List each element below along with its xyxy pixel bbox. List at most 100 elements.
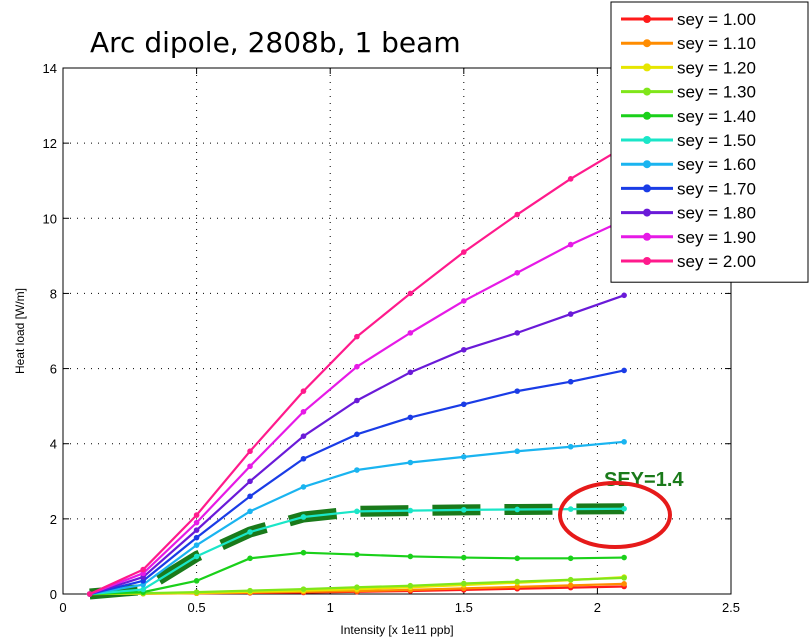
y-axis-label: Heat load [W/m]	[13, 288, 27, 374]
legend-label: sey = 1.50	[677, 131, 756, 150]
data-point	[567, 241, 574, 248]
data-point	[461, 554, 467, 561]
data-point	[86, 591, 93, 597]
legend-swatch-marker	[643, 208, 651, 217]
y-tick-label: 8	[50, 286, 57, 301]
data-point	[407, 459, 414, 466]
data-point	[567, 506, 574, 512]
y-tick-label: 14	[43, 61, 57, 76]
data-point	[193, 534, 200, 541]
legend-item: sey = 1.40	[621, 107, 756, 126]
series-layer	[86, 144, 627, 597]
data-point	[567, 311, 574, 317]
data-point	[193, 519, 200, 526]
data-point	[514, 211, 521, 218]
data-point	[514, 330, 521, 336]
series-sey-1-40	[86, 549, 627, 597]
legend-swatch-marker	[643, 160, 651, 169]
legend-label: sey = 1.20	[677, 58, 756, 77]
legend-item: sey = 1.50	[621, 131, 756, 150]
data-point	[247, 448, 253, 455]
legend-label: sey = 1.30	[677, 83, 756, 102]
data-point	[354, 431, 360, 438]
data-point	[354, 508, 360, 515]
data-point	[300, 586, 307, 592]
data-point	[621, 575, 627, 581]
data-point	[407, 507, 414, 514]
x-tick-label: 2	[594, 600, 601, 615]
legend-item: sey = 1.80	[621, 204, 756, 223]
legend-item: sey = 1.20	[621, 58, 756, 77]
legend-item: sey = 1.30	[621, 83, 756, 102]
data-point	[567, 378, 574, 385]
data-point	[140, 566, 146, 573]
data-point	[461, 401, 467, 408]
data-point	[514, 448, 521, 455]
x-tick-label: 1	[327, 600, 334, 615]
data-point	[193, 578, 200, 584]
data-point	[567, 555, 574, 562]
legend-swatch-marker	[643, 257, 651, 265]
data-point	[354, 363, 360, 370]
data-point	[514, 506, 521, 513]
legend-label: sey = 1.70	[677, 179, 756, 198]
data-point	[461, 454, 467, 460]
x-tick-label: 2.5	[722, 600, 740, 615]
data-point	[354, 333, 360, 340]
data-point	[514, 578, 521, 585]
data-point	[461, 298, 467, 304]
data-point	[300, 408, 307, 415]
data-point	[193, 553, 200, 560]
y-tick-label: 10	[43, 211, 57, 226]
data-point	[461, 346, 467, 353]
data-point	[193, 589, 200, 595]
legend-swatch-marker	[643, 15, 651, 23]
data-point	[354, 551, 360, 558]
y-tick-label: 0	[50, 587, 57, 602]
data-point	[300, 484, 307, 490]
data-point	[514, 584, 521, 590]
data-point	[461, 580, 467, 587]
data-point	[354, 397, 360, 404]
series-sey-1-90	[86, 217, 627, 597]
y-tick-label: 12	[43, 136, 57, 151]
chart-title: Arc dipole, 2808b, 1 beam	[90, 26, 461, 59]
legend-item: sey = 1.70	[621, 179, 756, 198]
data-point	[407, 582, 414, 589]
data-point	[567, 582, 574, 589]
data-point	[407, 553, 414, 560]
data-point	[140, 586, 146, 593]
legend-item: sey = 1.00	[621, 10, 756, 29]
legend-label: sey = 1.40	[677, 107, 756, 126]
legend-label: sey = 2.00	[677, 252, 756, 271]
data-point	[247, 493, 253, 500]
annotation-text: SEY=1.4	[604, 469, 684, 491]
legend-swatch-marker	[643, 184, 651, 193]
data-point	[407, 369, 414, 376]
legend-swatch-marker	[643, 63, 651, 72]
data-point	[514, 388, 521, 394]
legend-label: sey = 1.90	[677, 228, 756, 247]
y-tick-label: 2	[50, 512, 57, 527]
data-point	[621, 439, 627, 445]
data-point	[567, 576, 574, 583]
data-point	[247, 529, 253, 535]
axis-ticks: 0 0.5 1 1.5 2 2.5 0 2 4 6 8 10 12 14	[43, 61, 741, 615]
data-point	[193, 512, 200, 518]
data-point	[621, 554, 627, 561]
data-point	[567, 176, 574, 182]
legend-swatch-marker	[643, 136, 651, 144]
legend: sey = 1.00 sey = 1.10 sey = 1.20 sey = 1.30…	[610, 1, 809, 283]
legend-item: sey = 2.00	[621, 252, 756, 271]
data-point	[514, 269, 521, 276]
legend-swatch-marker	[643, 39, 651, 48]
legend-item: sey = 1.60	[621, 155, 756, 174]
data-point	[247, 508, 253, 515]
data-point	[247, 463, 253, 470]
x-tick-label: 0.5	[188, 600, 206, 615]
highlight-ellipse	[558, 481, 672, 549]
data-point	[300, 514, 307, 520]
data-point	[193, 542, 200, 548]
legend-swatch-marker	[643, 87, 651, 96]
